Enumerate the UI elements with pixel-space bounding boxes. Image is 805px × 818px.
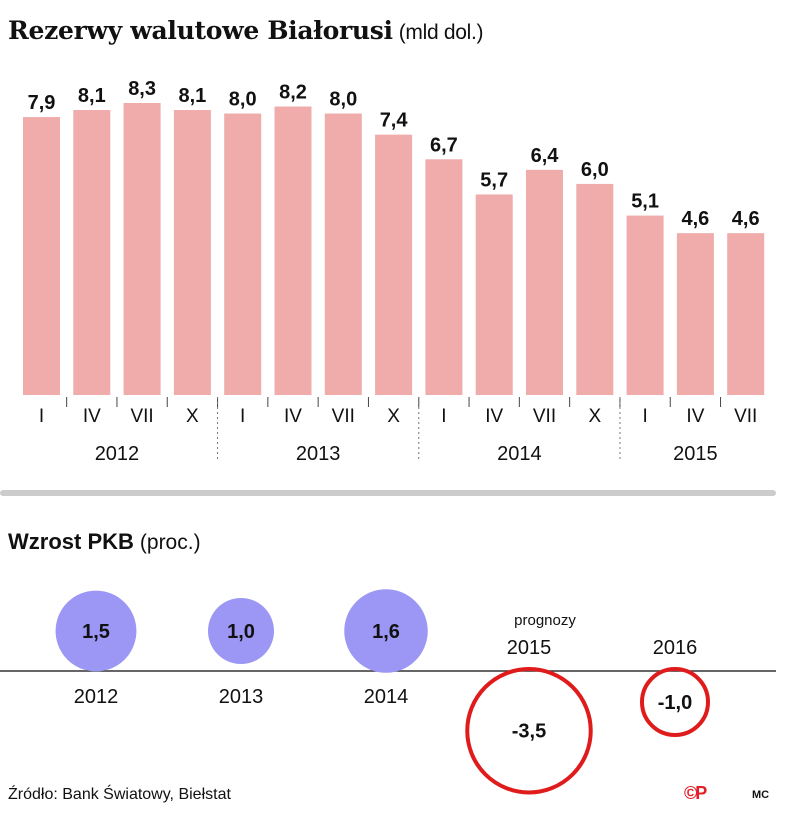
source-note: Źródło: Bank Światowy, Biełstat xyxy=(8,786,231,803)
bar xyxy=(123,103,161,395)
bar xyxy=(727,233,765,395)
x-tick-label: I xyxy=(642,406,647,427)
year-group-label: 2012 xyxy=(95,443,140,465)
bar xyxy=(23,117,60,395)
x-tick-label: I xyxy=(39,406,44,427)
gdp-year-label: 2015 xyxy=(507,637,552,659)
bar xyxy=(626,215,664,395)
x-tick-label: IV xyxy=(83,406,101,427)
bar xyxy=(676,233,714,395)
bar-value-label: 6,4 xyxy=(531,145,560,167)
bar xyxy=(425,159,463,395)
bar-value-label: 8,2 xyxy=(279,82,307,104)
chart-title: Rezerwy walutowe Białorusi (mld dol.) xyxy=(8,16,484,45)
gdp-year-label: 2012 xyxy=(74,686,119,708)
gdp-year-label: 2014 xyxy=(364,686,409,708)
bar xyxy=(324,113,362,396)
bar xyxy=(73,110,111,396)
publisher-logo: ©P xyxy=(684,783,707,803)
x-tick-label: I xyxy=(441,406,446,427)
chart-unit: (mld dol.) xyxy=(398,21,484,44)
bar-value-label: 6,7 xyxy=(430,134,458,156)
bar-value-label: 7,9 xyxy=(28,92,56,114)
gdp-value-label: 1,6 xyxy=(372,621,400,643)
gdp-bubble xyxy=(640,667,710,737)
bar-value-label: 8,1 xyxy=(78,85,106,107)
gdp-value-label: -3,5 xyxy=(512,721,546,743)
x-tick-label: X xyxy=(186,406,199,427)
forecast-label: prognozy xyxy=(514,612,576,629)
bar-value-label: 8,0 xyxy=(229,89,257,111)
gdp-year-label: 2013 xyxy=(219,686,264,708)
bar-value-label: 4,6 xyxy=(681,208,709,230)
year-group-label: 2015 xyxy=(673,443,718,465)
bar xyxy=(576,183,614,395)
gdp-bubble xyxy=(344,589,428,673)
gdp-title: Wzrost PKB (proc.) xyxy=(8,529,201,554)
x-tick-label: VII xyxy=(332,406,355,427)
x-tick-label: VII xyxy=(130,406,153,427)
bar-value-label: 5,7 xyxy=(480,169,508,191)
x-tick-label: I xyxy=(240,406,245,427)
gdp-year-label: 2016 xyxy=(653,637,698,659)
bar xyxy=(224,113,262,396)
author-initials: MC xyxy=(752,789,770,801)
gdp-bubble xyxy=(465,667,593,795)
bar-value-label: 8,0 xyxy=(329,89,357,111)
year-group-label: 2014 xyxy=(497,443,542,465)
bar xyxy=(475,194,513,395)
bar xyxy=(173,110,211,396)
x-tick-label: IV xyxy=(284,406,302,427)
bar xyxy=(526,169,563,395)
gdp-bubble xyxy=(208,598,274,664)
bar xyxy=(375,134,413,395)
gdp-value-label: 1,0 xyxy=(227,621,255,643)
x-tick-label: X xyxy=(387,406,400,427)
x-tick-label: VII xyxy=(533,406,556,427)
bar-value-label: 8,1 xyxy=(178,85,206,107)
section-divider xyxy=(0,490,776,496)
gdp-bubble xyxy=(55,590,137,672)
gdp-unit: (proc.) xyxy=(139,531,201,554)
bar-value-label: 4,6 xyxy=(732,208,760,230)
bar-value-label: 7,4 xyxy=(380,110,409,132)
bar-value-label: 5,1 xyxy=(631,191,659,213)
x-tick-label: X xyxy=(588,406,601,427)
bar-value-label: 6,0 xyxy=(581,159,609,181)
year-group-label: 2013 xyxy=(296,443,341,465)
x-tick-label: VII xyxy=(734,406,757,427)
bar xyxy=(274,106,312,396)
gdp-value-label: -1,0 xyxy=(658,692,692,714)
x-tick-label: IV xyxy=(686,406,704,427)
x-tick-label: IV xyxy=(485,406,503,427)
gdp-value-label: 1,5 xyxy=(82,621,110,643)
bar-value-label: 8,3 xyxy=(128,78,156,100)
